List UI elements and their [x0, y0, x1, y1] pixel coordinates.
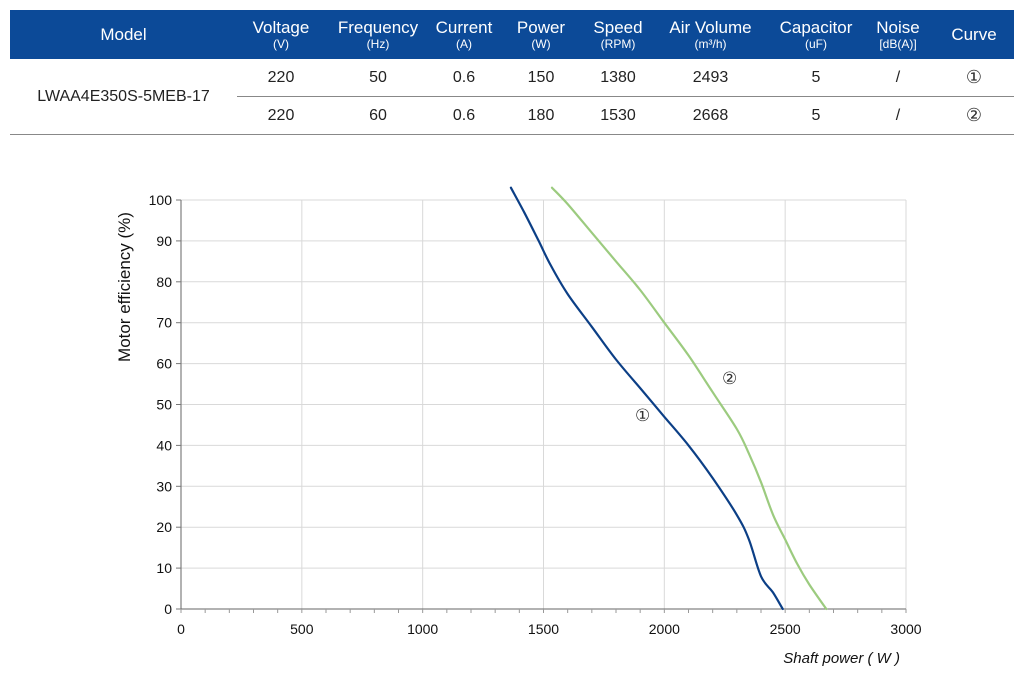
- cell-voltage: 220: [237, 59, 325, 97]
- header-current: Current (A): [431, 10, 497, 59]
- y-tick-label: 10: [156, 560, 172, 576]
- header-model-label: Model: [100, 24, 147, 44]
- series-line-2: [550, 186, 828, 611]
- y-tick-label: 20: [156, 519, 172, 535]
- header-curve: Curve: [934, 10, 1014, 59]
- y-tick-label: 30: [156, 478, 172, 494]
- x-axis-label: Shaft power ( W ): [783, 650, 900, 667]
- cell-voltage: 220: [237, 96, 325, 135]
- header-voltage-unit: (V): [273, 37, 289, 51]
- y-tick-label: 100: [149, 192, 173, 208]
- table-row: LWAA4E350S-5MEB-17 220 50 0.6 150 1380 2…: [10, 59, 1014, 135]
- table-row: 220 60 0.6 180 1530 2668 5 / ②: [10, 96, 1014, 135]
- header-frequency-label: Frequency: [337, 18, 419, 37]
- y-tick-label: 60: [156, 356, 172, 372]
- table-header-row: Model Voltage (V) Frequency (Hz) Current (A…: [10, 10, 1014, 59]
- header-voltage-label: Voltage: [252, 18, 310, 37]
- x-tick-label: 2000: [649, 621, 680, 637]
- header-speed: Speed (RPM): [585, 10, 651, 59]
- curve-annotation-2: ②: [722, 369, 737, 388]
- x-tick-label: 500: [290, 621, 314, 637]
- y-tick-label: 70: [156, 315, 172, 331]
- header-power-label: Power: [516, 18, 566, 37]
- series-line-1: [509, 186, 784, 611]
- chart-series: [509, 186, 828, 611]
- curve-annotation-1: ①: [635, 406, 650, 425]
- cell-current: 0.6: [431, 59, 497, 97]
- cell-power: 150: [497, 59, 585, 97]
- x-tick-label: 0: [177, 621, 185, 637]
- header-capacitor-label: Capacitor: [779, 18, 853, 37]
- cell-speed: 1380: [585, 59, 651, 97]
- cell-speed: 1530: [585, 96, 651, 135]
- cell-noise: /: [862, 59, 934, 97]
- cell-capacitor: 5: [770, 59, 862, 97]
- cell-air-volume: 2493: [651, 59, 770, 97]
- cell-frequency: 60: [325, 96, 431, 135]
- header-power-unit: (W): [531, 37, 551, 51]
- cell-curve: ②: [934, 96, 1014, 135]
- x-tick-label: 1500: [528, 621, 559, 637]
- cell-power: 180: [497, 96, 585, 135]
- model-cell: LWAA4E350S-5MEB-17: [10, 59, 237, 135]
- y-tick-label: 50: [156, 397, 172, 413]
- header-speed-unit: (RPM): [600, 37, 636, 51]
- header-air-volume-label: Air Volume: [669, 18, 752, 37]
- header-model: Model: [10, 10, 237, 59]
- cell-capacitor: 5: [770, 96, 862, 135]
- header-frequency-unit: (Hz): [366, 37, 390, 51]
- y-tick-label: 40: [156, 437, 172, 453]
- chart-grid: [181, 199, 907, 609]
- cell-air-volume: 2668: [651, 96, 770, 135]
- y-tick-label: 90: [156, 233, 172, 249]
- header-frequency: Frequency (Hz): [325, 10, 431, 59]
- cell-curve: ①: [934, 59, 1014, 97]
- header-voltage: Voltage (V): [237, 10, 325, 59]
- header-capacitor-unit: (uF): [805, 37, 827, 51]
- spec-table: Model Voltage (V) Frequency (Hz) Current (A…: [10, 10, 1014, 135]
- header-power: Power (W): [497, 10, 585, 59]
- cell-noise: /: [862, 96, 934, 135]
- y-tick-label: 80: [156, 274, 172, 290]
- header-noise: Noise [dB(A)]: [862, 10, 934, 59]
- chart-annotations: ①②: [635, 369, 737, 425]
- x-tick-label: 1000: [407, 621, 438, 637]
- header-current-unit: (A): [456, 37, 472, 51]
- header-air-volume-unit: (m³/h): [694, 37, 727, 51]
- cell-frequency: 50: [325, 59, 431, 97]
- x-tick-label: 3000: [890, 621, 921, 637]
- x-tick-label: 2500: [770, 621, 801, 637]
- y-tick-label: 0: [164, 601, 172, 617]
- header-air-volume: Air Volume (m³/h): [651, 10, 770, 59]
- header-noise-label: Noise: [876, 18, 920, 37]
- header-current-label: Current: [435, 18, 493, 37]
- header-noise-unit: [dB(A)]: [879, 37, 917, 51]
- header-capacitor: Capacitor (uF): [770, 10, 862, 59]
- header-speed-label: Speed: [593, 18, 643, 37]
- header-curve-label: Curve: [951, 24, 997, 44]
- y-axis-label: Motor efficiency (%): [115, 212, 134, 362]
- cell-current: 0.6: [431, 96, 497, 135]
